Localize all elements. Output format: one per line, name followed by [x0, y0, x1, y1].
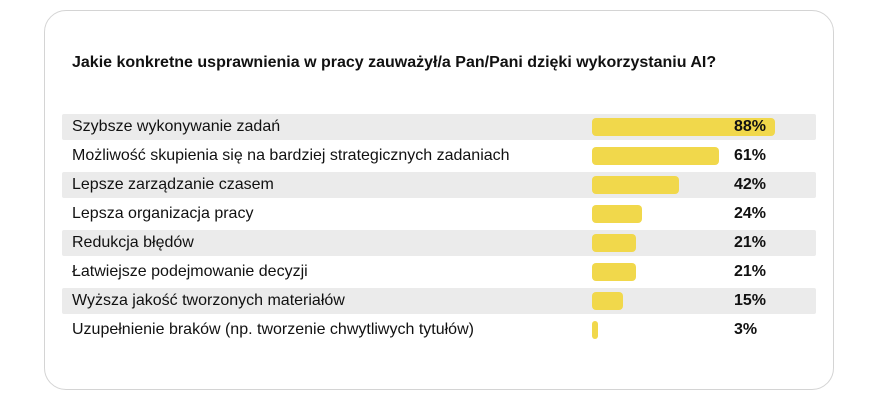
category-label: Redukcja błędów — [72, 234, 194, 251]
category-label: Lepsza organizacja pracy — [72, 205, 254, 222]
value-label: 15% — [734, 292, 767, 309]
category-label: Szybsze wykonywanie zadań — [72, 118, 281, 135]
chart-row: Lepsza organizacja pracy 24% — [62, 201, 816, 227]
category-label: Łatwiejsze podejmowanie decyzji — [72, 263, 308, 280]
bar — [592, 321, 599, 339]
bar — [592, 147, 719, 165]
chart-row: Lepsze zarządzanie czasem 42% — [62, 172, 816, 198]
value-label: 88% — [734, 118, 767, 135]
category-label: Uzupełnienie braków (np. tworzenie chwyt… — [72, 321, 474, 338]
chart-row: Uzupełnienie braków (np. tworzenie chwyt… — [62, 317, 816, 343]
bar — [592, 205, 642, 223]
chart-title: Jakie konkretne usprawnienia w pracy zau… — [72, 54, 717, 71]
category-label: Wyższa jakość tworzonych materiałów — [72, 292, 345, 309]
chart-row: Wyższa jakość tworzonych materiałów 15% — [62, 288, 816, 314]
chart-row: Redukcja błędów 21% — [62, 230, 816, 256]
bar — [592, 263, 636, 281]
category-label: Lepsze zarządzanie czasem — [72, 176, 274, 193]
value-label: 42% — [734, 176, 767, 193]
chart-row: Łatwiejsze podejmowanie decyzji 21% — [62, 259, 816, 285]
chart-card — [44, 10, 834, 390]
bar — [592, 176, 680, 194]
value-label: 3% — [734, 321, 758, 338]
bar — [592, 234, 636, 252]
value-label: 61% — [734, 147, 767, 164]
value-label: 24% — [734, 205, 767, 222]
value-label: 21% — [734, 234, 767, 251]
category-label: Możliwość skupienia się na bardziej stra… — [72, 147, 510, 164]
value-label: 21% — [734, 263, 767, 280]
bar — [592, 118, 776, 136]
bar — [592, 292, 624, 310]
chart-row: Możliwość skupienia się na bardziej stra… — [62, 143, 816, 169]
chart-row: Szybsze wykonywanie zadań 88% — [62, 114, 816, 140]
bar-chart: Szybsze wykonywanie zadań 88% Możliwość sk… — [62, 114, 816, 346]
